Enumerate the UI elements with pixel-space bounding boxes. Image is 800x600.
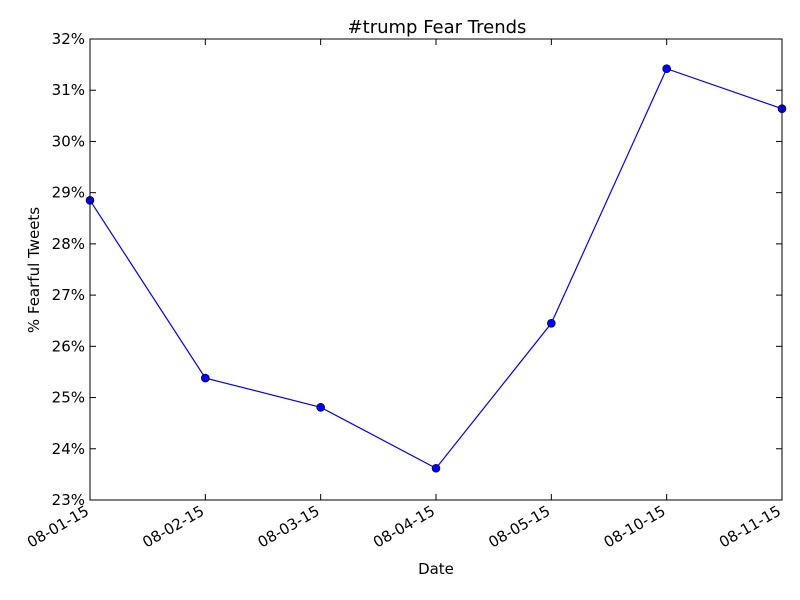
y-tick-label: 24%	[52, 440, 85, 458]
y-tick-label: 31%	[52, 81, 85, 99]
y-tick-label: 23%	[52, 491, 85, 509]
data-point	[316, 402, 325, 412]
data-point	[662, 64, 671, 74]
y-axis-title: % Fearful Tweets	[25, 207, 43, 333]
y-tick-label: 25%	[52, 389, 85, 407]
y-tick-label: 29%	[52, 184, 85, 202]
y-tick-label: 30%	[52, 132, 85, 150]
plot-frame	[89, 38, 783, 501]
data-point	[547, 318, 556, 328]
x-axis-title: Date	[418, 560, 454, 578]
data-point	[201, 373, 210, 383]
y-tick-label: 32%	[52, 30, 85, 48]
y-tick-label: 27%	[52, 286, 85, 304]
y-tick-label: 28%	[52, 235, 85, 253]
chart-title: #trump Fear Trends	[348, 17, 527, 38]
y-tick-label: 26%	[52, 337, 85, 355]
data-point	[431, 463, 441, 473]
